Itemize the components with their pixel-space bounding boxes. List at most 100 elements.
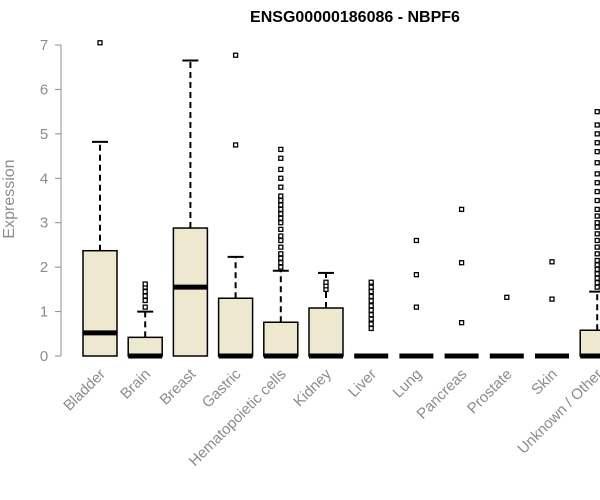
outlier-point <box>594 251 600 257</box>
box-rect <box>308 307 344 357</box>
outlier-point <box>368 284 374 290</box>
box-liver <box>354 279 389 359</box>
outlier-point <box>278 260 284 266</box>
outlier-point <box>594 213 600 219</box>
box-breast <box>172 59 209 357</box>
box-rect <box>579 329 600 357</box>
outlier-point <box>278 264 284 270</box>
outlier-point <box>594 220 600 226</box>
outlier-point <box>278 193 284 199</box>
x-tick-label: Breast <box>157 365 200 408</box>
outlier-point <box>368 312 374 318</box>
chart-title: ENSG00000186086 - NBPF6 <box>250 9 460 26</box>
y-tick-label: 5 <box>40 126 48 143</box>
box-kidney <box>308 271 344 359</box>
outlier-point <box>594 257 600 264</box>
outlier-point <box>278 155 284 161</box>
outlier-point <box>278 233 284 239</box>
y-tick-label: 6 <box>40 81 48 98</box>
outlier-point <box>594 271 600 277</box>
y-tick-label: 7 <box>40 37 48 54</box>
outlier-point <box>594 262 600 268</box>
outlier-point <box>142 297 148 304</box>
boxes-group <box>82 40 600 359</box>
box-rect <box>82 249 118 357</box>
y-tick-label: 1 <box>40 304 48 321</box>
outlier-point <box>278 197 284 204</box>
outlier-point <box>594 188 600 195</box>
outlier-point <box>278 166 284 173</box>
outlier-point <box>368 307 374 313</box>
outlier-point <box>232 52 239 58</box>
outlier-point <box>458 206 465 213</box>
y-tick-label: 2 <box>40 259 48 276</box>
outlier-point <box>368 293 374 300</box>
box-skin <box>535 259 569 359</box>
outlier-point <box>278 184 284 190</box>
outlier-point <box>368 316 374 322</box>
outlier-point <box>278 226 284 233</box>
outlier-point <box>323 279 329 285</box>
outlier-point <box>594 148 600 155</box>
outlier-point <box>594 131 600 137</box>
outlier-point <box>278 206 284 213</box>
x-tick-label: Brain <box>117 366 154 403</box>
x-tick-label: Skin <box>528 366 561 399</box>
outlier-point <box>413 237 420 244</box>
box-rect <box>217 297 254 357</box>
outlier-point <box>142 304 148 310</box>
box-hematopoietic-cells <box>263 146 299 359</box>
box-unknown-other <box>579 108 600 359</box>
y-tick-label: 0 <box>40 348 48 365</box>
outlier-point <box>278 220 284 226</box>
outlier-point <box>594 266 600 273</box>
outlier-point <box>368 279 374 285</box>
box-prostate <box>489 294 524 359</box>
outlier-point <box>594 231 600 237</box>
outlier-point <box>278 211 284 217</box>
outlier-point <box>594 122 600 128</box>
outlier-point <box>504 294 510 301</box>
outlier-point <box>278 244 284 250</box>
box-lung <box>399 237 434 359</box>
outlier-point <box>368 298 374 304</box>
outlier-point <box>278 255 284 261</box>
outlier-point <box>594 206 600 213</box>
outlier-point <box>142 288 148 295</box>
box-brain <box>127 281 163 359</box>
outlier-point <box>278 146 284 153</box>
outlier-point <box>278 237 284 244</box>
x-tick-label: Pancreas <box>414 366 471 423</box>
box-bladder <box>82 40 118 357</box>
box-rect <box>127 336 163 357</box>
outlier-point <box>458 260 465 266</box>
outlier-point <box>368 325 374 332</box>
outlier-point <box>232 142 239 148</box>
outlier-point <box>594 237 600 244</box>
box-gastric <box>217 52 254 359</box>
box-rect <box>263 321 299 357</box>
outlier-point <box>413 304 420 310</box>
outlier-point <box>594 108 600 115</box>
box-pancreas <box>444 206 479 359</box>
outlier-point <box>142 293 148 299</box>
outlier-point <box>594 160 600 166</box>
outlier-point <box>368 288 374 295</box>
outlier-point <box>594 244 600 250</box>
outlier-point <box>458 320 465 326</box>
outlier-point <box>594 180 600 186</box>
x-tick-label: Bladder <box>60 366 109 415</box>
outlier-point <box>97 40 103 46</box>
outlier-point <box>594 275 600 281</box>
outlier-point <box>594 284 600 290</box>
y-axis-label: Expression <box>1 159 18 238</box>
outlier-point <box>594 171 600 177</box>
y-axis: 0 1 2 3 4 5 6 7 <box>40 37 62 365</box>
outlier-point <box>142 281 148 287</box>
outlier-point <box>594 280 600 286</box>
y-tick-label: 3 <box>40 215 48 232</box>
outlier-point <box>413 272 420 278</box>
